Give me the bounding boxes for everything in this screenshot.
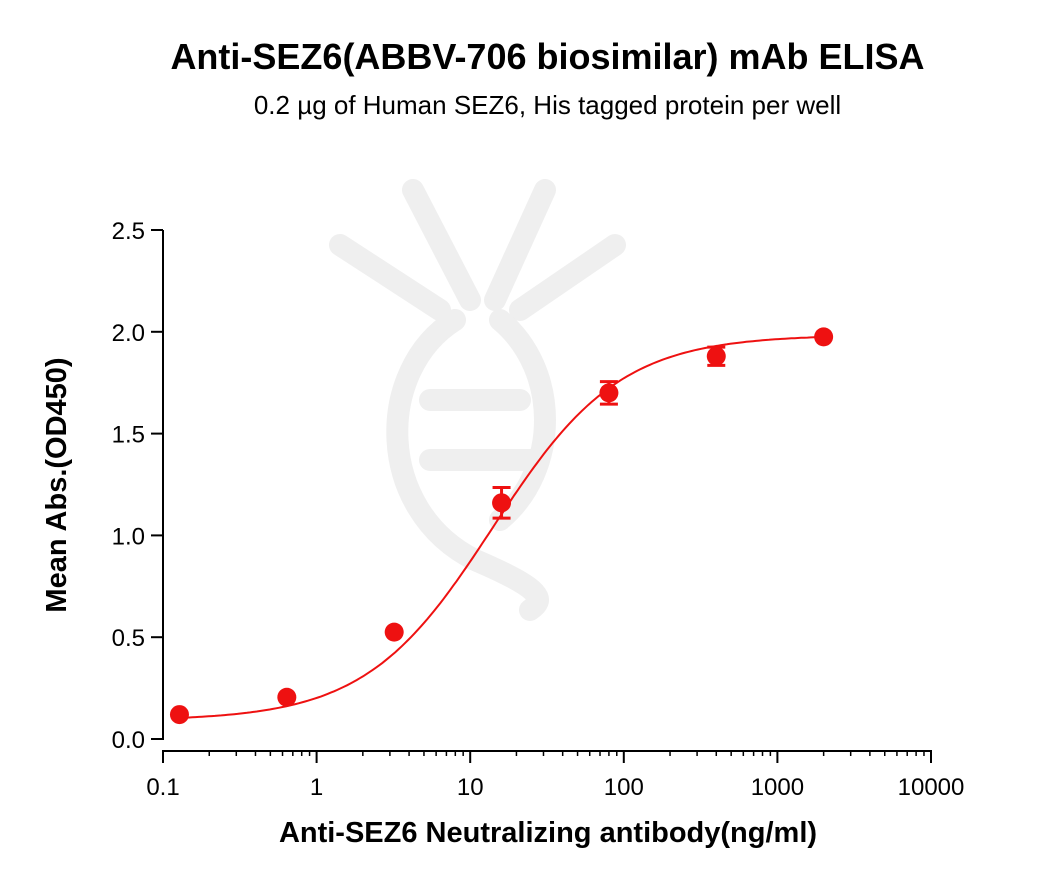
data-point <box>492 493 512 513</box>
y-axis-ticks: 0.0 0.5 1.0 1.5 2.0 2.5 <box>112 218 163 754</box>
data-point <box>169 705 189 725</box>
y-axis-title: Mean Abs.(OD450) <box>41 357 73 612</box>
chart-subtitle: 0.2 µg of Human SEZ6, His tagged protein… <box>253 90 842 120</box>
axes <box>162 230 932 752</box>
x-tick-label: 1000 <box>751 774 804 801</box>
data-point <box>706 346 726 366</box>
data-points <box>169 327 834 725</box>
x-axis-title: Anti-SEZ6 Neutralizing antibody(ng/ml) <box>279 817 817 849</box>
y-tick-label: 0.0 <box>112 727 145 754</box>
data-point <box>384 622 404 642</box>
watermark-logo <box>329 179 626 621</box>
x-tick-label: 10000 <box>898 774 965 801</box>
x-tick-label: 10 <box>457 774 484 801</box>
data-point <box>814 327 834 347</box>
data-point <box>599 383 619 403</box>
y-tick-label: 1.0 <box>112 523 145 550</box>
x-tick-label: 0.1 <box>146 774 179 801</box>
chart-title: Anti-SEZ6(ABBV-706 biosimilar) mAb ELISA <box>170 36 925 77</box>
y-tick-label: 2.5 <box>112 218 145 245</box>
y-tick-label: 0.5 <box>112 625 145 652</box>
x-axis-ticks: 0.1 1 10 100 1000 10000 <box>146 751 964 801</box>
x-tick-label: 100 <box>604 774 644 801</box>
data-point <box>277 687 297 707</box>
y-tick-label: 1.5 <box>112 422 145 449</box>
y-tick-label: 2.0 <box>112 320 145 347</box>
x-tick-label: 1 <box>310 774 323 801</box>
